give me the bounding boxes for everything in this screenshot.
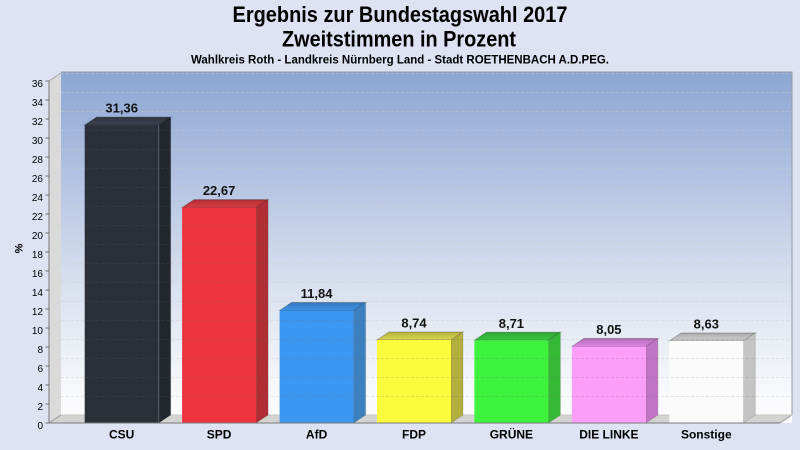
svg-text:0: 0: [37, 421, 43, 432]
svg-text:28: 28: [32, 155, 44, 166]
svg-text:6: 6: [37, 364, 43, 375]
svg-text:Sonstige: Sonstige: [681, 428, 732, 442]
svg-text:Wahlkreis Roth - Landkreis Nür: Wahlkreis Roth - Landkreis Nürnberg Land…: [191, 55, 609, 67]
svg-text:CSU: CSU: [109, 428, 134, 442]
svg-text:8,63: 8,63: [694, 317, 719, 332]
svg-text:DIE LINKE: DIE LINKE: [579, 428, 638, 442]
svg-text:22,67: 22,67: [203, 183, 236, 198]
svg-text:20: 20: [32, 231, 44, 242]
svg-text:14: 14: [32, 288, 44, 299]
svg-text:36: 36: [32, 79, 44, 90]
svg-text:34: 34: [32, 98, 44, 109]
svg-text:11,84: 11,84: [301, 286, 334, 301]
svg-text:8,74: 8,74: [401, 316, 427, 331]
svg-text:Zweitstimmen in Prozent: Zweitstimmen in Prozent: [282, 27, 517, 52]
svg-text:GRÜNE: GRÜNE: [490, 427, 533, 442]
svg-text:32: 32: [32, 117, 44, 128]
svg-text:FDP: FDP: [402, 428, 426, 442]
svg-text:2: 2: [37, 402, 43, 413]
svg-text:31,36: 31,36: [105, 101, 138, 116]
svg-text:4: 4: [37, 383, 43, 394]
svg-text:%: %: [14, 243, 26, 253]
svg-text:18: 18: [32, 250, 44, 261]
svg-text:8,71: 8,71: [499, 316, 524, 331]
svg-text:30: 30: [32, 136, 44, 147]
svg-text:AfD: AfD: [306, 428, 328, 442]
svg-text:8: 8: [37, 345, 43, 356]
svg-text:8,05: 8,05: [596, 322, 621, 337]
svg-text:SPD: SPD: [207, 428, 232, 442]
svg-text:10: 10: [32, 326, 44, 337]
svg-text:12: 12: [32, 307, 44, 318]
svg-text:26: 26: [32, 174, 44, 185]
svg-text:22: 22: [32, 212, 44, 223]
svg-text:Ergebnis zur Bundestagswahl 20: Ergebnis zur Bundestagswahl 2017: [233, 2, 568, 27]
svg-text:16: 16: [32, 269, 44, 280]
svg-text:24: 24: [32, 193, 44, 204]
